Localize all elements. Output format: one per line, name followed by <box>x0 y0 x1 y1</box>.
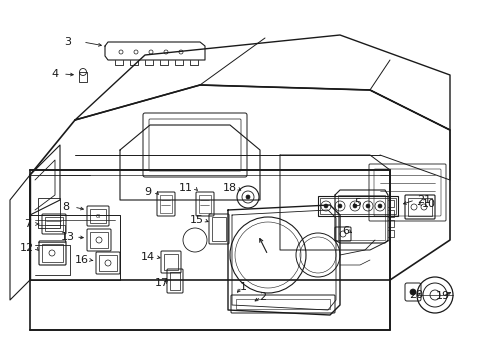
Text: 19: 19 <box>435 291 449 301</box>
Circle shape <box>337 204 341 208</box>
Bar <box>90 209 106 223</box>
Bar <box>38 198 60 228</box>
Bar <box>407 198 431 216</box>
Text: 3: 3 <box>64 37 71 47</box>
Bar <box>337 195 384 240</box>
Bar <box>319 198 395 214</box>
Text: 18: 18 <box>223 183 237 193</box>
Text: 14: 14 <box>141 252 155 262</box>
Text: 9: 9 <box>144 187 151 197</box>
Bar <box>199 195 210 213</box>
Bar <box>45 217 63 231</box>
Text: 17: 17 <box>155 278 169 288</box>
Text: 10: 10 <box>421 199 435 209</box>
Bar <box>236 299 329 309</box>
Circle shape <box>409 289 415 295</box>
Bar <box>160 195 172 213</box>
Text: 8: 8 <box>62 202 69 212</box>
Text: 1: 1 <box>239 282 246 292</box>
Text: 4: 4 <box>51 69 59 79</box>
Text: 2: 2 <box>259 292 266 302</box>
Circle shape <box>365 204 369 208</box>
Circle shape <box>352 204 356 208</box>
Text: 16: 16 <box>75 255 89 265</box>
Bar <box>212 217 225 241</box>
Text: 21: 21 <box>416 195 430 205</box>
Bar <box>163 254 178 270</box>
Text: G: G <box>96 213 100 219</box>
Text: 12: 12 <box>20 243 34 253</box>
Text: 20: 20 <box>408 290 422 300</box>
Text: 7: 7 <box>24 219 32 229</box>
Text: 13: 13 <box>61 232 75 242</box>
Text: 6: 6 <box>342 226 349 236</box>
Bar <box>99 255 117 271</box>
Circle shape <box>245 195 249 199</box>
Text: 15: 15 <box>190 215 203 225</box>
Bar <box>170 272 180 290</box>
Bar <box>42 244 63 262</box>
Bar <box>317 196 397 216</box>
Text: 11: 11 <box>179 183 193 193</box>
Circle shape <box>324 204 327 208</box>
Circle shape <box>377 204 381 208</box>
Bar <box>79 72 87 82</box>
Bar <box>90 232 108 248</box>
Text: 5: 5 <box>354 198 361 208</box>
